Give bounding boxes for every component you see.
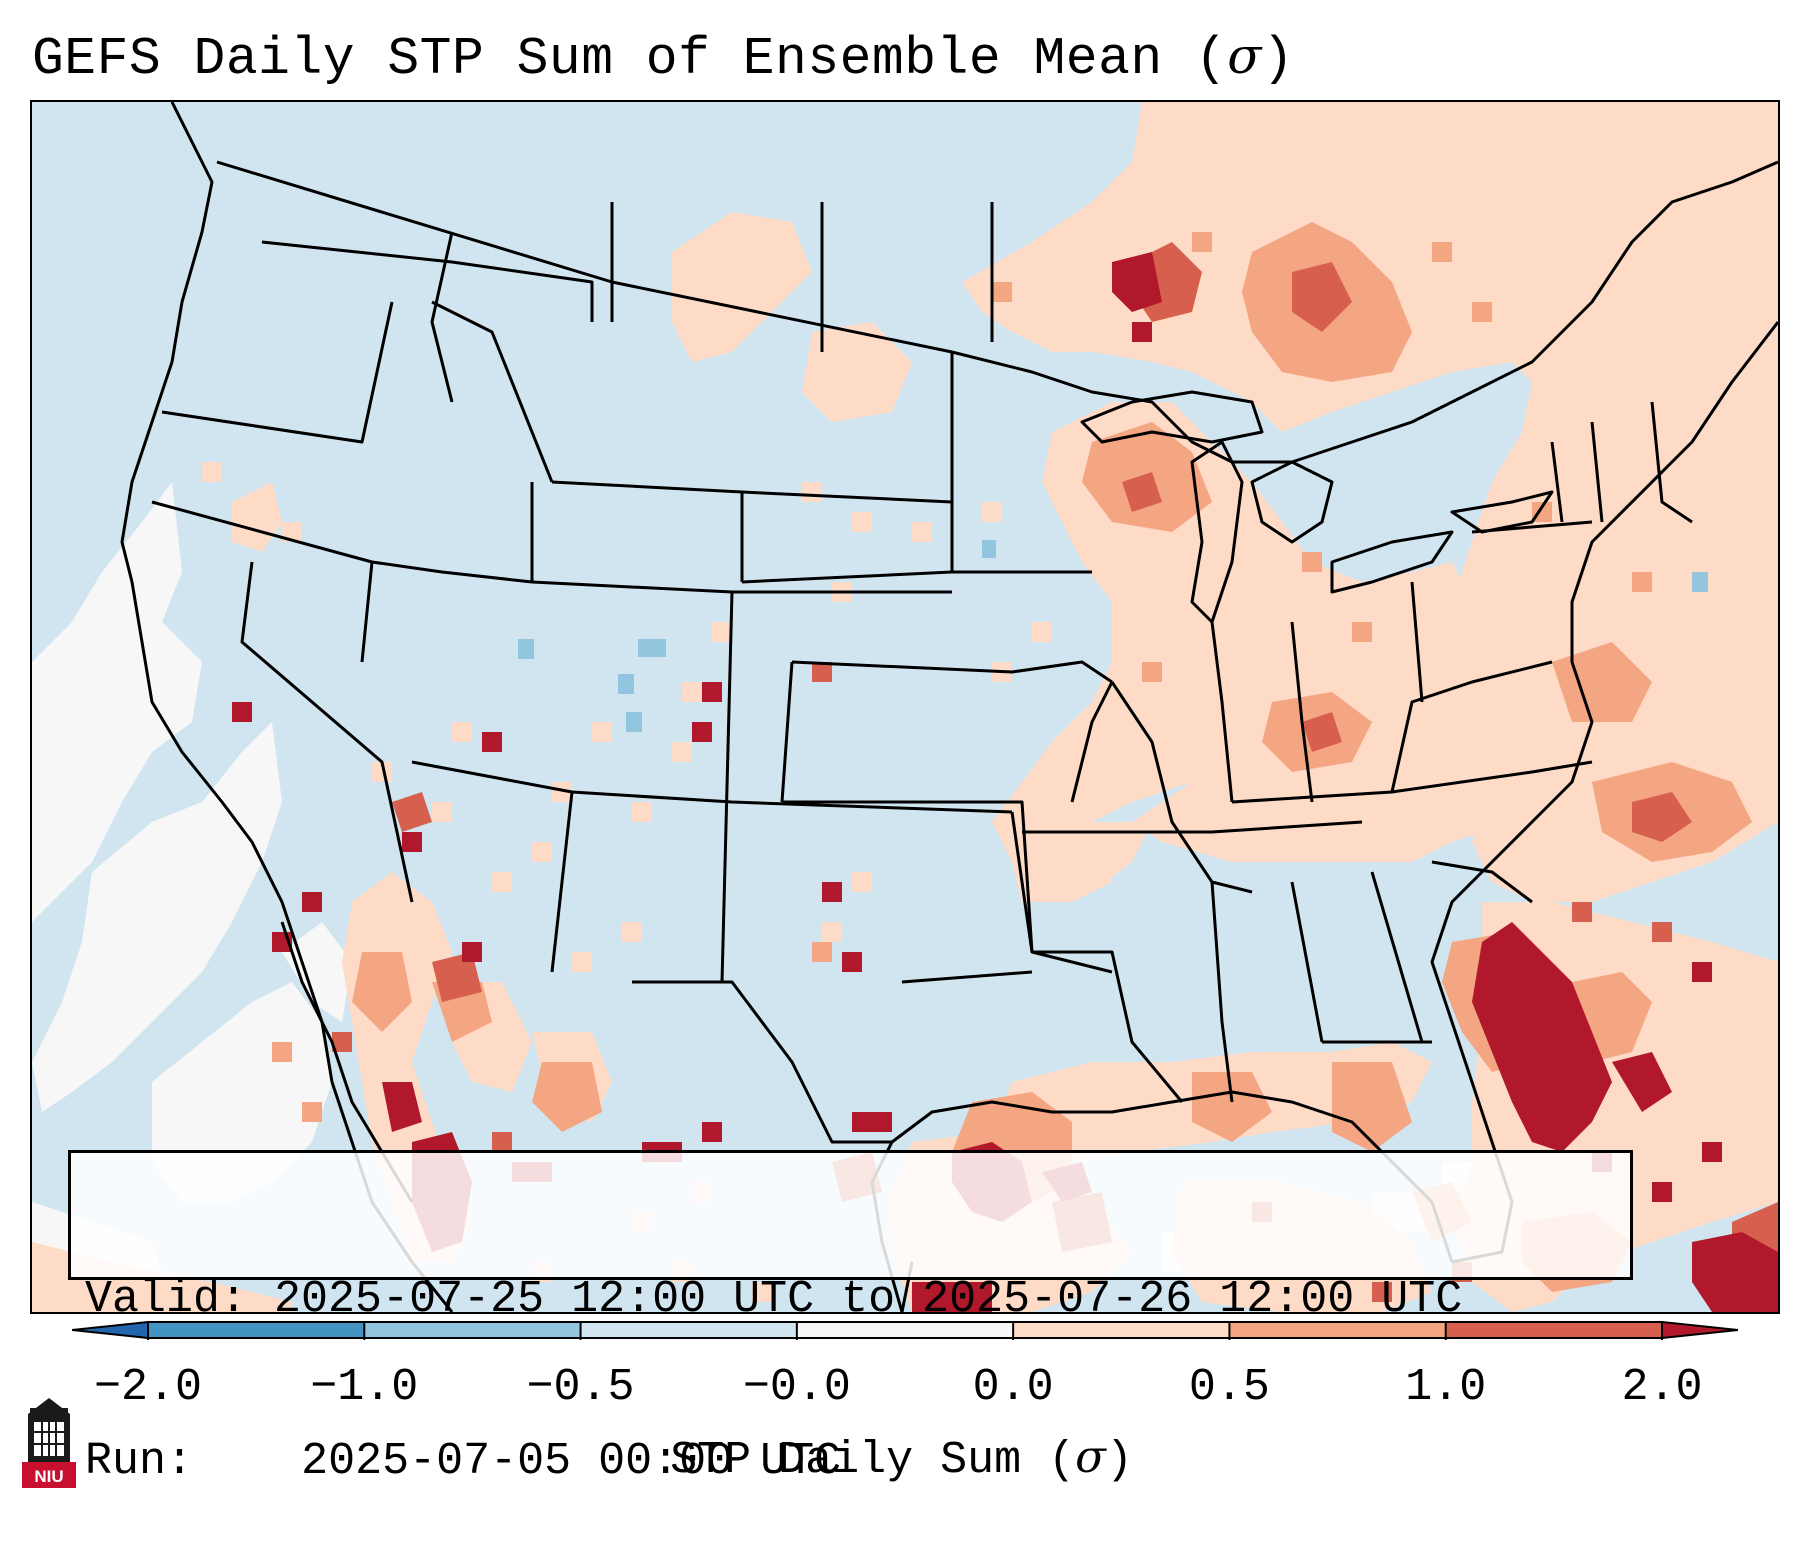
niu-logo: NIU bbox=[20, 1394, 78, 1490]
run-label: Run: bbox=[85, 1436, 194, 1487]
geographic-boundaries bbox=[120, 102, 1778, 1312]
niu-university-tower-icon: NIU bbox=[22, 1398, 76, 1488]
colorbar-tick-label: 1.0 bbox=[1405, 1362, 1487, 1413]
colorbar-svg bbox=[72, 1320, 1738, 1340]
colorbar-tick-label: −1.0 bbox=[310, 1362, 419, 1413]
colorbar-segment bbox=[364, 1322, 582, 1338]
negative-value-cells bbox=[518, 540, 1708, 732]
colorbar-segment bbox=[1229, 1322, 1447, 1338]
colorbar-label: STP Daily Sum (σ) bbox=[0, 1428, 1803, 1490]
valid-label: Valid: bbox=[85, 1274, 248, 1325]
colorbar-tick-label: −0.0 bbox=[742, 1362, 851, 1413]
colorbar-label-close: ) bbox=[1105, 1435, 1133, 1486]
colorbar-segments bbox=[72, 1322, 1738, 1338]
logo-text: NIU bbox=[34, 1467, 63, 1486]
colorbar-extend-high bbox=[1662, 1322, 1738, 1338]
colorbar-tick-marks bbox=[147, 1322, 1663, 1340]
validity-info-box: Valid: 2025-07-25 12:00 UTC to 2025-07-2… bbox=[68, 1150, 1633, 1487]
colorbar-tick-label: −2.0 bbox=[93, 1362, 203, 1413]
colorbar-segment bbox=[796, 1322, 1014, 1338]
colorbar-segment bbox=[580, 1322, 798, 1338]
colorbar-segment bbox=[1445, 1322, 1663, 1338]
colorbar-tick-label: −0.5 bbox=[526, 1362, 635, 1413]
colorbar-label-sigma: σ bbox=[1075, 1430, 1106, 1483]
valid-value: 2025-07-25 12:00 UTC to 2025-07-26 12:00… bbox=[274, 1274, 1463, 1325]
colorbar-segment bbox=[148, 1322, 365, 1338]
title-text: GEFS Daily STP Sum of Ensemble Mean ( bbox=[32, 29, 1228, 89]
map-panel bbox=[30, 100, 1780, 1314]
colorbar-extend-low bbox=[72, 1322, 148, 1338]
title-close-paren: ) bbox=[1261, 29, 1295, 89]
colorbar-label-text: STP Daily Sum ( bbox=[670, 1435, 1076, 1486]
colorbar-tick-label: 0.0 bbox=[972, 1362, 1054, 1413]
run-value: 2025-07-05 00:00 UTC bbox=[301, 1436, 842, 1487]
colorbar-segment bbox=[1013, 1322, 1230, 1338]
map-canvas bbox=[32, 102, 1778, 1312]
colorbar-tick-label: 2.0 bbox=[1621, 1362, 1703, 1413]
colorbar bbox=[72, 1320, 1738, 1340]
colorbar-tick-label: 0.5 bbox=[1188, 1362, 1270, 1413]
figure-title: GEFS Daily STP Sum of Ensemble Mean (σ) bbox=[32, 20, 1294, 95]
title-sigma-symbol: σ bbox=[1227, 27, 1262, 85]
valid-line: Valid: 2025-07-25 12:00 UTC to 2025-07-2… bbox=[85, 1273, 1616, 1327]
run-line: Run: 2025-07-05 00:00 UTC bbox=[85, 1435, 1616, 1489]
